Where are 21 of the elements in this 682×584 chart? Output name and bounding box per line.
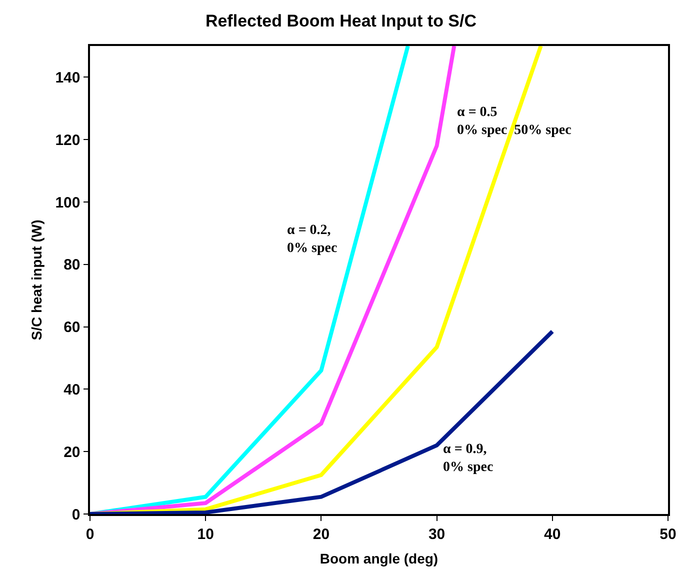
y-tick-label: 60 — [64, 319, 80, 336]
x-axis-title: Boom angle (deg) — [320, 550, 438, 567]
x-tick-label: 10 — [197, 526, 214, 543]
y-tick-label: 20 — [64, 444, 80, 461]
y-axis-title: S/C heat input (W) — [28, 220, 44, 340]
annotation: α = 0.2, 0% spec — [287, 223, 338, 256]
x-tick-label: 50 — [660, 526, 676, 543]
y-tick-label: 0 — [72, 506, 80, 524]
annotation: α = 0.9, 0% spec — [443, 442, 494, 476]
y-tick-label: 140 — [55, 69, 80, 86]
x-tick-label: 0 — [86, 526, 94, 543]
y-tick-label: 100 — [55, 194, 80, 212]
annotation: α = 0.5 0% spec 50% spec — [457, 105, 572, 138]
x-tick-label: 20 — [312, 526, 330, 543]
y-tick-label: 80 — [64, 256, 80, 274]
y-tick-label: 40 — [64, 381, 80, 398]
y-tick-label: 120 — [55, 132, 80, 149]
x-tick-label: 30 — [428, 526, 446, 543]
line-series — [90, 329, 554, 514]
x-tick-label: 40 — [544, 526, 561, 543]
chart-title: Reflected Boom Heat Input to S/C — [205, 12, 477, 30]
